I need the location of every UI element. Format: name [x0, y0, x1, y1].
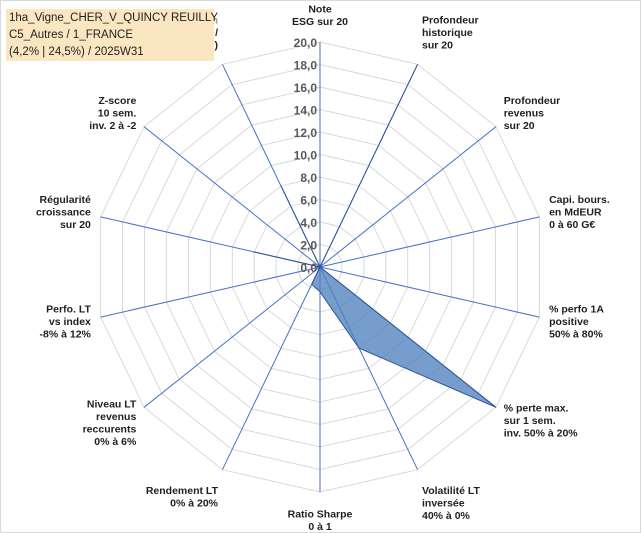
axis-spoke [319, 126, 497, 268]
axis-label-line: inversée [422, 498, 465, 510]
axis-label-line: positive [549, 316, 589, 328]
axis-label: Perfo. LT vs index -8% à 12% [40, 304, 92, 341]
axis-label-line: Capi. bours. [549, 194, 610, 206]
tick-label: 10,0 [294, 149, 318, 163]
axis-label-line: Profondeur [422, 14, 479, 26]
axis-label-line: Rendement LT [146, 485, 219, 497]
axis-label: Profondeur historique sur 20 [422, 14, 479, 51]
axis-label-line: sur 1 sem. [504, 415, 556, 427]
title-line-3: (4,2% | 24,5%) / 2025W31 [9, 46, 144, 58]
radial-tick-labels: 0,0 2,0 4,0 6,0 8,0 10,0 12,0 14,0 16,0 18,0 20,0 [294, 36, 318, 275]
axis-label-line: sur 20 [504, 120, 535, 132]
axis-label-line: Z-score [98, 95, 136, 107]
axis-label-line: % perfo 1A [549, 304, 604, 316]
axis-label-line: sur 20 [422, 39, 453, 51]
axis-label-line: reccurents [83, 423, 137, 435]
tick-label: 20,0 [294, 36, 318, 50]
axis-label-line: Perfo. LT [46, 304, 91, 316]
axis-spoke [143, 126, 321, 268]
axis-label: Volatilité LT inversée 40% à 0% [422, 485, 481, 522]
axis-label-line: historique [422, 27, 473, 39]
axis-label-line: Note [308, 4, 331, 16]
title-line-2: C5_Autres / 1_FRANCE [9, 29, 133, 41]
axis-spoke [319, 216, 540, 268]
axis-label-line: Régularité [40, 194, 92, 206]
axis-label-line: 50% à 80% [549, 329, 603, 341]
axis-spoke [221, 266, 321, 470]
axis-label: % perfo 1A positive 50% à 80% [549, 304, 604, 341]
axis-label-line: revenus [96, 411, 136, 423]
axis-label-line: 0 à 60 G€ [549, 219, 595, 231]
tick-label: 0,0 [300, 261, 317, 275]
axis-label-line: inv. 2 à -2 [89, 120, 136, 132]
tick-label: 4,0 [300, 216, 317, 230]
axis-label: Note ESG sur 20 [292, 4, 348, 29]
tick-label: 2,0 [300, 239, 317, 253]
axis-label-line: 0% à 6% [94, 436, 137, 448]
axis-label-part: / [212, 27, 218, 39]
series-area [252, 64, 497, 408]
axis-label-line: 10 sem. [98, 108, 137, 120]
axis-label-line: % perte max. [504, 402, 569, 414]
axis-label-line: Ratio Sharpe [288, 509, 353, 521]
tick-label: 8,0 [300, 171, 317, 185]
axis-label: Ratio Sharpe 0 à 1 [288, 509, 353, 533]
axis-label-line: Niveau LT [87, 398, 137, 410]
tick-label: 14,0 [294, 104, 318, 118]
axis-label: % perte max. sur 1 sem. inv. 50% à 20% [504, 402, 579, 439]
axis-label-line: 0% à 20% [170, 498, 219, 510]
chart-title-box: 1ha_Vigne_CHER_V_QUINCY REUILLY C5_Autre… [6, 9, 219, 61]
axis-label-line: ESG sur 20 [292, 16, 348, 28]
tick-label: 12,0 [294, 126, 318, 140]
axis-spoke [100, 266, 321, 318]
axis-label: Régularité croissance sur 20 [36, 194, 91, 231]
axis-label-line: vs index [49, 316, 91, 328]
axis-label-line: Profondeur [504, 95, 561, 107]
tick-label: 6,0 [300, 194, 317, 208]
axis-spoke [143, 266, 321, 408]
axis-label-line: en MdEUR [549, 207, 602, 219]
axis-label: Niveau LT revenus reccurents 0% à 6% [83, 398, 137, 448]
axis-label: Capi. bours. en MdEUR 0 à 60 G€ [549, 194, 610, 231]
axis-label-line: inv. 50% à 20% [504, 427, 579, 439]
axis-label: Z-score 10 sem. inv. 2 à -2 [89, 95, 136, 132]
tick-label: 18,0 [294, 59, 318, 73]
axis-labels: Note ESG sur 20 Profondeur historique sur 20… [36, 4, 610, 533]
title-line-1: 1ha_Vigne_CHER_V_QUINCY REUILLY [9, 12, 219, 24]
axis-label-line: sur 20 [60, 219, 91, 231]
axis-label-line: 40% à 0% [422, 510, 471, 522]
axis-label: Rendement LT 0% à 20% [146, 485, 219, 510]
radar-series [252, 64, 497, 408]
axis-label-line: revenus [504, 108, 544, 120]
axis-label-line: Volatilité LT [422, 485, 481, 497]
axis-label-line: 0 à 1 [308, 521, 332, 533]
axis-label-line: -8% à 12% [40, 329, 92, 341]
axis-label-line: croissance [36, 207, 91, 219]
axis-spoke [319, 266, 540, 318]
axis-label: Profondeur revenus sur 20 [504, 95, 561, 132]
tick-label: 16,0 [294, 81, 318, 95]
